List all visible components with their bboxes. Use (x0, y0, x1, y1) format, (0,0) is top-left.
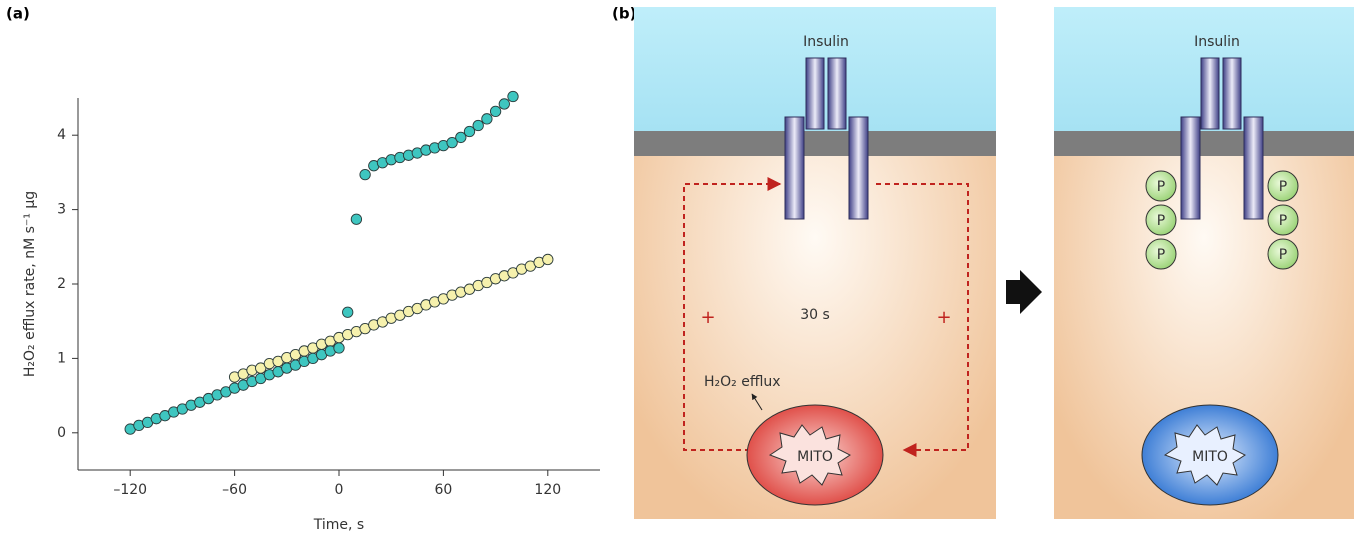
phospho-label: P (1279, 247, 1287, 263)
x-tick-label: –120 (113, 482, 147, 498)
panel-label: (b) (612, 5, 636, 23)
insulin-label: Insulin (803, 34, 849, 50)
y-tick-label: 3 (57, 202, 66, 218)
x-axis-label: Time, s (313, 517, 364, 533)
panel-label: (a) (6, 5, 30, 23)
x-tick-label: 60 (434, 482, 452, 498)
data-point (360, 169, 370, 179)
x-tick-label: –60 (222, 482, 247, 498)
data-point (343, 307, 353, 317)
transition-arrow (1006, 270, 1042, 314)
mito-label: MITO (1192, 449, 1228, 465)
receptor (849, 117, 868, 219)
phospho-label: P (1157, 247, 1165, 263)
plus-sign: + (936, 307, 951, 328)
y-tick-label: 2 (57, 276, 66, 292)
receptor (828, 58, 846, 129)
data-point (543, 254, 553, 264)
time-label: 30 s (800, 307, 830, 323)
mito-label: MITO (797, 449, 833, 465)
data-point (508, 91, 518, 101)
figure: (a) (b) Time, s H₂O₂ efflux rate, nM s⁻¹… (0, 0, 1364, 540)
scatter-chart: Time, s H₂O₂ efflux rate, nM s⁻¹ μg –120… (22, 91, 600, 533)
data-point (482, 114, 492, 124)
cell-panel: Insulin + + 30 s MITO H₂O₂ efflux (634, 7, 996, 519)
x-tick-label: 0 (335, 482, 344, 498)
receptor (1244, 117, 1263, 219)
phospho-label: P (1157, 213, 1165, 229)
data-point (351, 214, 361, 224)
phospho-label: P (1157, 179, 1165, 195)
receptor (1181, 117, 1200, 219)
insulin-label: Insulin (1194, 34, 1240, 50)
y-tick-label: 1 (57, 350, 66, 366)
plus-sign: + (700, 307, 715, 328)
x-tick-label: 120 (534, 482, 561, 498)
membrane (634, 131, 996, 156)
receptor (1201, 58, 1219, 129)
cell-panel: Insulin P P P P P P MITO (1054, 7, 1354, 519)
y-tick-label: 0 (57, 425, 66, 441)
data-point (490, 106, 500, 116)
receptor (806, 58, 824, 129)
y-tick-label: 4 (57, 127, 66, 143)
membrane (1054, 131, 1354, 156)
receptor (1223, 58, 1241, 129)
y-axis-label: H₂O₂ efflux rate, nM s⁻¹ μg (22, 191, 38, 377)
phospho-label: P (1279, 213, 1287, 229)
data-point (334, 343, 344, 353)
phospho-label: P (1279, 179, 1287, 195)
data-point (499, 99, 509, 109)
efflux-label: H₂O₂ efflux (704, 374, 781, 390)
data-point (473, 120, 483, 130)
receptor (785, 117, 804, 219)
